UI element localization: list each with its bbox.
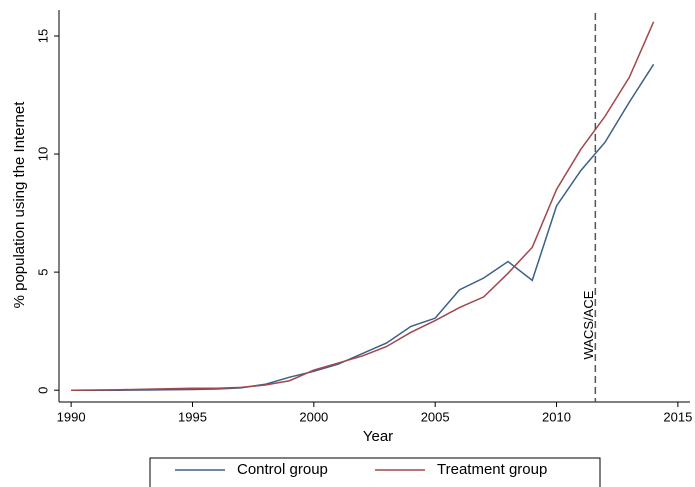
x-axis-title: Year: [363, 428, 393, 445]
x-tick-label: 2000: [299, 409, 328, 424]
x-tick-label: 2010: [542, 409, 571, 424]
series-line: [71, 21, 655, 391]
y-tick-label: 10: [35, 147, 50, 161]
y-axis-title: % population using the Internet: [11, 101, 28, 309]
x-tick-label: 2015: [663, 409, 692, 424]
x-tick-label: 1990: [57, 409, 86, 424]
legend-label: Control group: [237, 461, 328, 478]
legend-box: [149, 457, 601, 487]
y-tick-label: 0: [35, 387, 50, 394]
legend-label: Treatment group: [437, 461, 547, 478]
series-line: [71, 63, 655, 391]
event-label: WACS/ACE: [581, 290, 596, 359]
x-tick-label: 1995: [178, 409, 207, 424]
y-tick-label: 5: [35, 269, 50, 276]
x-tick-label: 2005: [421, 409, 450, 424]
y-tick-label: 15: [35, 29, 50, 43]
